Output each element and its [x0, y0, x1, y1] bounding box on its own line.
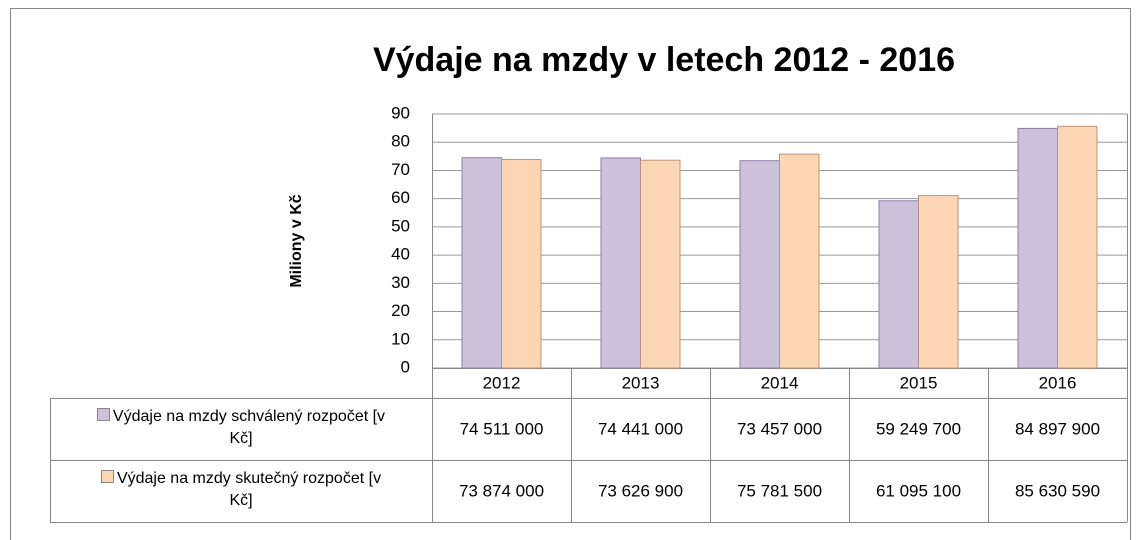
y-tick-label: 50	[391, 216, 410, 235]
y-tick-label: 0	[401, 357, 410, 376]
data-table-value: 73 874 000	[459, 481, 544, 500]
legend-entry: Výdaje na mzdy skutečný rozpočet [v Kč]	[91, 468, 391, 512]
data-table-value: 85 630 590	[1015, 481, 1100, 500]
bar	[918, 195, 959, 369]
y-tick-label: 90	[391, 103, 410, 122]
y-axis-title: Miliony v Kč	[288, 194, 305, 287]
y-tick-label: 10	[391, 329, 410, 348]
data-table-value: 84 897 900	[1015, 419, 1100, 438]
x-tick-label: 2013	[622, 373, 660, 392]
data-table-value: 73 626 900	[598, 481, 683, 500]
legend-label: Výdaje na mzdy schválený rozpočet [v Kč]	[112, 408, 386, 447]
bar	[461, 157, 502, 369]
legend-item: Výdaje na mzdy skutečný rozpočet [v Kč]	[91, 468, 391, 512]
legend-label: Výdaje na mzdy skutečný rozpočet [v Kč]	[116, 470, 382, 509]
bar	[878, 200, 919, 369]
y-tick-label: 70	[391, 160, 410, 179]
y-tick-label: 60	[391, 188, 410, 207]
y-tick-label: 20	[391, 301, 410, 320]
y-tick-label: 30	[391, 273, 410, 292]
data-table-value: 75 781 500	[737, 481, 822, 500]
data-table-value: 74 511 000	[460, 419, 544, 438]
y-tick-label: 40	[391, 245, 410, 264]
data-table-value: 74 441 000	[598, 419, 683, 438]
bar	[501, 159, 542, 369]
legend-swatch	[96, 408, 110, 421]
x-tick-label: 2015	[900, 373, 938, 392]
x-tick-label: 2014	[761, 373, 799, 392]
legend-entry: Výdaje na mzdy schválený rozpočet [v Kč]	[91, 406, 391, 450]
legend-swatch	[100, 470, 114, 483]
x-tick-label: 2016	[1039, 373, 1077, 392]
data-table-value: 61 095 100	[876, 481, 961, 500]
legend-item: Výdaje na mzdy schválený rozpočet [v Kč]	[91, 406, 391, 450]
y-tick-label: 80	[391, 132, 410, 151]
bar	[1017, 127, 1058, 369]
x-tick-label: 2012	[483, 373, 521, 392]
bar	[739, 160, 780, 369]
bar	[779, 153, 820, 369]
bar	[1057, 125, 1098, 369]
bar	[640, 159, 681, 369]
bar	[600, 157, 641, 369]
data-table-value: 59 249 700	[876, 419, 961, 438]
chart-title: Výdaje na mzdy v letech 2012 - 2016	[373, 41, 955, 79]
data-table-value: 73 457 000	[737, 419, 822, 438]
